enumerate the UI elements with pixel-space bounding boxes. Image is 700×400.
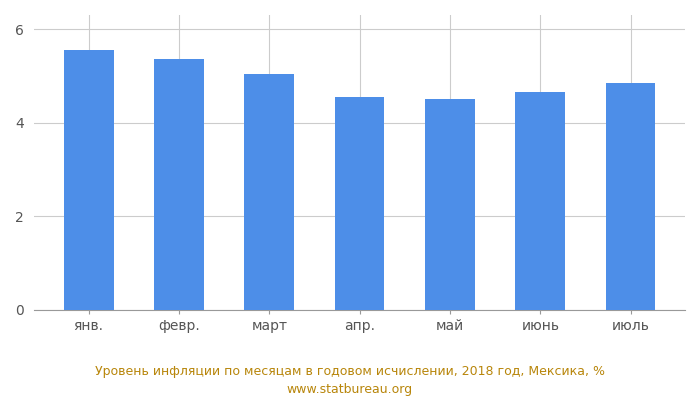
Bar xyxy=(154,60,204,310)
Bar xyxy=(64,50,113,310)
Text: www.statbureau.org: www.statbureau.org xyxy=(287,383,413,396)
Bar xyxy=(515,92,565,310)
Bar xyxy=(335,97,384,310)
Bar xyxy=(425,99,475,310)
Bar xyxy=(244,74,294,310)
Text: Уровень инфляции по месяцам в годовом исчислении, 2018 год, Мексика, %: Уровень инфляции по месяцам в годовом ис… xyxy=(95,366,605,378)
Bar xyxy=(606,83,655,310)
